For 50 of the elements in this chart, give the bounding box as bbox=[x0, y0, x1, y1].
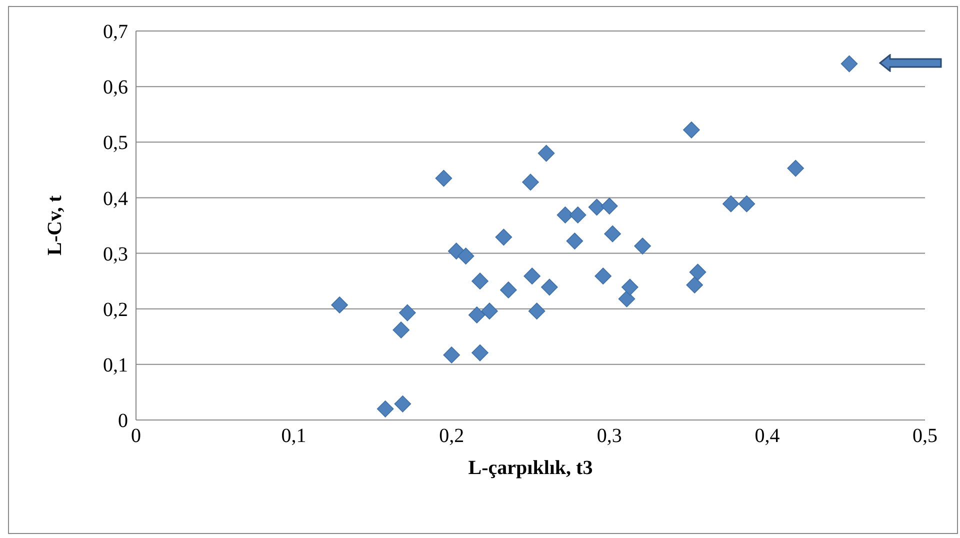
point bbox=[566, 232, 584, 250]
point bbox=[683, 122, 700, 138]
point bbox=[528, 302, 546, 320]
x-axis-title: L-çarpıklık, t3 bbox=[468, 457, 593, 480]
point bbox=[522, 174, 539, 191]
point bbox=[618, 290, 636, 308]
x-tick-label: 0,4 bbox=[754, 425, 780, 448]
y-tick-label: 0,7 bbox=[103, 21, 128, 44]
point bbox=[524, 268, 540, 284]
y-tick-label: 0,1 bbox=[103, 354, 128, 377]
x-tick-label: 0,2 bbox=[439, 425, 464, 448]
x-tick-label: 0,1 bbox=[281, 425, 306, 448]
point bbox=[481, 302, 498, 320]
point bbox=[457, 248, 474, 264]
point bbox=[538, 144, 555, 162]
point bbox=[394, 395, 412, 412]
point bbox=[787, 160, 804, 177]
point bbox=[376, 400, 394, 418]
point bbox=[541, 278, 558, 296]
point bbox=[604, 225, 621, 242]
point bbox=[738, 195, 756, 212]
point bbox=[472, 272, 488, 290]
y-tick-label: 0,5 bbox=[103, 132, 128, 154]
y-tick-label: 0 bbox=[118, 410, 128, 432]
y-tick-label: 0,3 bbox=[103, 243, 128, 266]
point bbox=[472, 344, 488, 362]
point bbox=[622, 278, 638, 296]
point bbox=[331, 296, 348, 314]
point bbox=[500, 282, 517, 298]
x-tick-label: 0,3 bbox=[596, 425, 622, 448]
y-tick-label: 0,6 bbox=[103, 76, 128, 99]
point bbox=[399, 304, 416, 322]
y-tick-label: 0,2 bbox=[103, 298, 128, 321]
point bbox=[468, 306, 486, 324]
point bbox=[392, 322, 410, 338]
point bbox=[686, 276, 704, 294]
point bbox=[689, 264, 706, 281]
point bbox=[594, 268, 612, 284]
point bbox=[569, 206, 586, 224]
point bbox=[601, 198, 618, 214]
point bbox=[722, 195, 740, 212]
y-tick-label: 0,4 bbox=[103, 188, 128, 210]
point bbox=[588, 198, 606, 216]
y-axis-title: L-Cv, t bbox=[44, 195, 66, 256]
point bbox=[840, 55, 858, 72]
point bbox=[634, 238, 651, 254]
point bbox=[435, 170, 452, 187]
point bbox=[495, 228, 512, 246]
point bbox=[443, 346, 460, 364]
x-tick-label: 0,5 bbox=[912, 425, 938, 448]
